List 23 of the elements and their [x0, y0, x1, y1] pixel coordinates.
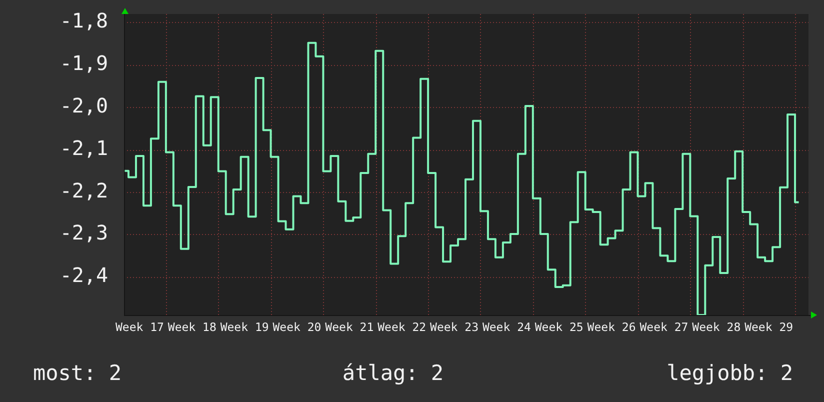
x-tick-label: Week 29 — [744, 320, 794, 334]
y-tick-label: -2,2 — [60, 178, 108, 202]
x-tick-label: Week 20 — [272, 320, 322, 334]
y-tick-label: -2,0 — [60, 93, 108, 118]
x-tick-label: Week 21 — [325, 320, 374, 334]
x-tick-label: Week 25 — [534, 320, 584, 334]
x-tick-label: Week 19 — [220, 320, 269, 334]
y-tick-label: -2,1 — [60, 136, 108, 160]
x-tick-label: Week 27 — [640, 320, 688, 334]
x-tick-label: Week 26 — [587, 320, 636, 334]
y-tick-label: -2,3 — [60, 220, 108, 245]
y-tick-label: -2,4 — [60, 263, 108, 288]
text: átlag: 2 — [342, 360, 444, 386]
x-tick-label: Week 23 — [430, 320, 479, 334]
x-tick-label: Week 22 — [378, 320, 426, 334]
x-tick-label: Week 28 — [692, 320, 741, 334]
y-tick-label: -1,9 — [60, 51, 108, 76]
x-tick-label: Week 18 — [168, 320, 216, 334]
x-tick-label: Week 17 — [115, 320, 164, 334]
x-tick-label: Week 24 — [482, 320, 531, 334]
y-tick-label: -1,8 — [60, 8, 108, 33]
text: legjobb: 2 — [666, 360, 793, 386]
text: most: 2 — [33, 360, 122, 386]
